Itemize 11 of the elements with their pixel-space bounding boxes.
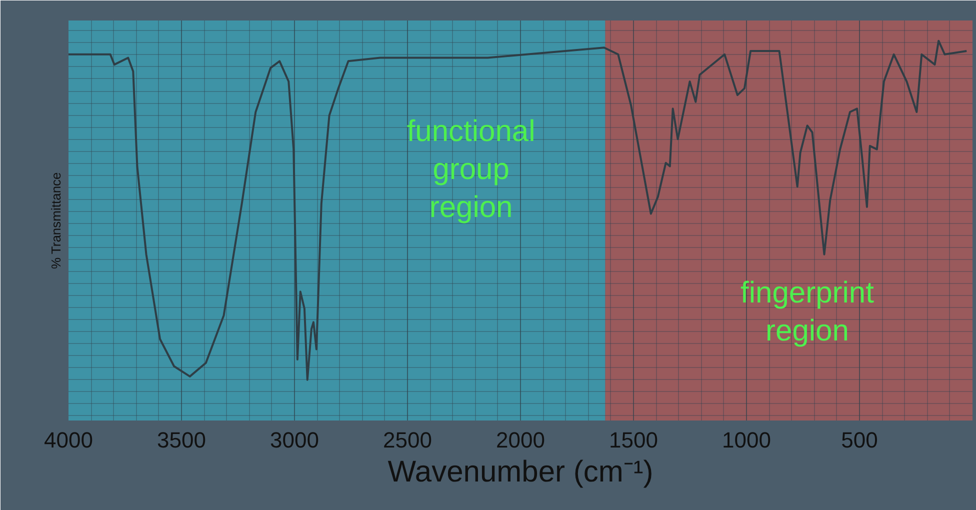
x-tick-label: 4000	[44, 428, 93, 452]
x-tick-label: 1500	[609, 428, 658, 452]
x-tick-label: 500	[841, 428, 878, 452]
band-label: fingerprint region	[740, 276, 875, 348]
x-tick-label: 1000	[722, 428, 771, 452]
x-tick-label: 3500	[157, 428, 206, 452]
x-tick-label: 3000	[270, 428, 319, 452]
y-axis-title: % Transmittance	[48, 172, 64, 270]
x-tick-label: 2000	[496, 428, 545, 452]
x-axis-title: Wavenumber (cm⁻¹)	[388, 456, 654, 488]
x-tick-label: 2500	[383, 428, 432, 452]
